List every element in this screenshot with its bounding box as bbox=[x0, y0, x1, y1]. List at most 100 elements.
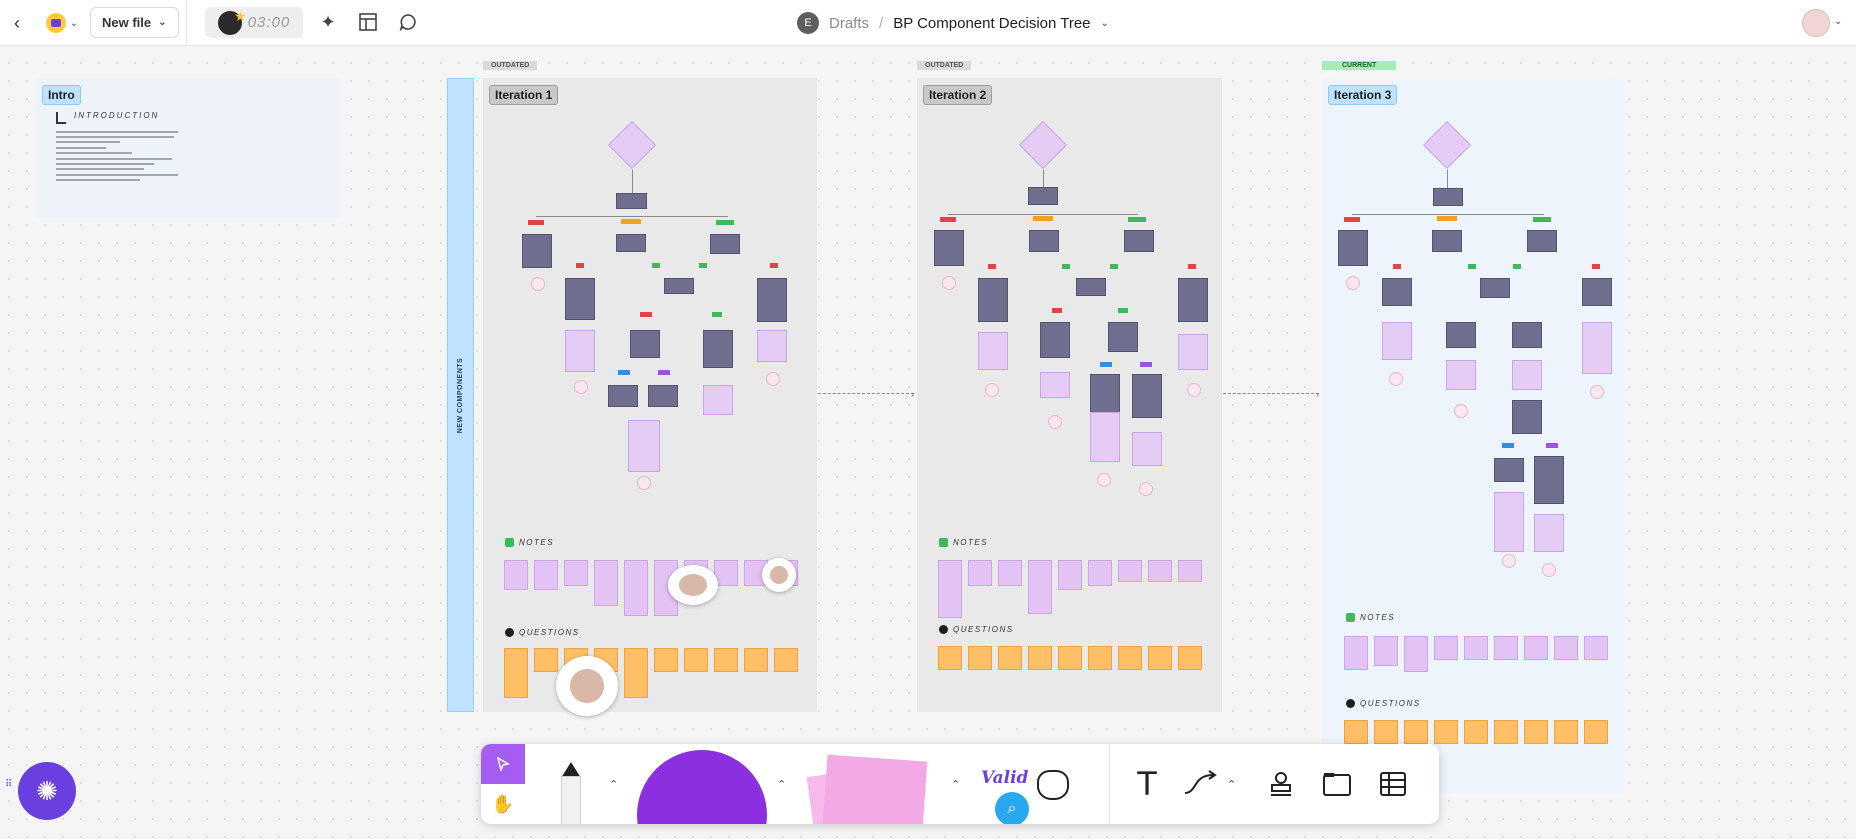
question-sticky[interactable] bbox=[504, 648, 528, 698]
table-tool-button[interactable] bbox=[1373, 764, 1413, 804]
iteration-1-label[interactable]: Iteration 1 bbox=[489, 85, 559, 105]
note-sticky[interactable] bbox=[504, 560, 528, 590]
user-avatar[interactable] bbox=[1802, 9, 1830, 37]
emoji-sticker[interactable] bbox=[985, 383, 999, 397]
hand-tool-button[interactable]: ✋ bbox=[491, 793, 515, 814]
section-tool-button[interactable] bbox=[1317, 764, 1357, 804]
tree-node[interactable] bbox=[1433, 188, 1463, 206]
outcome-node[interactable] bbox=[565, 330, 595, 372]
emoji-sticker[interactable] bbox=[531, 277, 545, 291]
question-sticky[interactable] bbox=[624, 648, 648, 698]
new-components-strip[interactable] bbox=[447, 78, 474, 712]
emoji-sticker[interactable] bbox=[1502, 554, 1516, 568]
tree-node[interactable] bbox=[1338, 230, 1368, 266]
question-sticky[interactable] bbox=[1058, 646, 1082, 670]
note-sticky[interactable] bbox=[1374, 636, 1398, 666]
question-sticky[interactable] bbox=[1584, 720, 1608, 744]
outcome-node[interactable] bbox=[1132, 432, 1162, 466]
tree-node[interactable] bbox=[1512, 322, 1542, 348]
tree-node[interactable] bbox=[616, 193, 647, 209]
question-sticky[interactable] bbox=[1404, 720, 1428, 744]
main-menu-button[interactable]: ⌄ bbox=[40, 8, 84, 38]
pen-tool-button[interactable] bbox=[551, 762, 591, 824]
question-sticky[interactable] bbox=[968, 646, 992, 670]
outcome-node[interactable] bbox=[1512, 360, 1542, 390]
iteration-3-frame[interactable] bbox=[1322, 78, 1624, 793]
new-file-button[interactable]: New file ⌄ bbox=[90, 7, 179, 38]
outcome-node[interactable] bbox=[1040, 372, 1070, 398]
note-sticky[interactable] bbox=[1088, 560, 1112, 586]
tree-node[interactable] bbox=[1090, 374, 1120, 418]
question-sticky[interactable] bbox=[1554, 720, 1578, 744]
chevron-up-icon[interactable]: ⌃ bbox=[609, 779, 619, 791]
iteration-3-label[interactable]: Iteration 3 bbox=[1328, 85, 1398, 105]
question-sticky[interactable] bbox=[1434, 720, 1458, 744]
note-sticky[interactable] bbox=[1028, 560, 1052, 614]
tree-node[interactable] bbox=[757, 278, 787, 322]
tree-node[interactable] bbox=[1028, 187, 1058, 205]
back-chevron-icon[interactable]: ‹ bbox=[14, 12, 20, 33]
tree-node[interactable] bbox=[1178, 278, 1208, 322]
note-sticky[interactable] bbox=[594, 560, 618, 606]
question-sticky[interactable] bbox=[998, 646, 1022, 670]
outcome-node[interactable] bbox=[757, 330, 787, 362]
emoji-sticker[interactable] bbox=[1454, 404, 1468, 418]
layout-template-icon[interactable] bbox=[355, 9, 381, 35]
connector-arrow[interactable] bbox=[818, 393, 914, 394]
outcome-node[interactable] bbox=[1582, 322, 1612, 374]
note-sticky[interactable] bbox=[1178, 560, 1202, 582]
workspace-avatar[interactable]: E bbox=[797, 12, 819, 34]
question-sticky[interactable] bbox=[1118, 646, 1142, 670]
note-sticky[interactable] bbox=[1464, 636, 1488, 660]
question-sticky[interactable] bbox=[1494, 720, 1518, 744]
outcome-node[interactable] bbox=[1446, 360, 1476, 390]
tree-node[interactable] bbox=[1446, 322, 1476, 348]
ai-assistant-button[interactable]: ✺ bbox=[18, 762, 76, 820]
tree-node[interactable] bbox=[1494, 458, 1524, 482]
note-sticky[interactable] bbox=[1404, 636, 1428, 672]
tree-node[interactable] bbox=[710, 234, 740, 254]
tree-node[interactable] bbox=[1432, 230, 1462, 252]
tree-node[interactable] bbox=[1527, 230, 1557, 252]
note-sticky[interactable] bbox=[1584, 636, 1608, 660]
emoji-sticker[interactable] bbox=[1048, 415, 1062, 429]
note-sticky[interactable] bbox=[938, 560, 962, 618]
note-sticky[interactable] bbox=[624, 560, 648, 616]
tree-node[interactable] bbox=[630, 330, 660, 358]
tree-node[interactable] bbox=[1124, 230, 1154, 252]
outcome-node[interactable] bbox=[1494, 492, 1524, 552]
tree-node[interactable] bbox=[1480, 278, 1510, 298]
question-sticky[interactable] bbox=[534, 648, 558, 672]
question-sticky[interactable] bbox=[1178, 646, 1202, 670]
emoji-sticker[interactable] bbox=[1139, 482, 1153, 496]
chevron-up-icon[interactable]: ⌃ bbox=[951, 779, 961, 791]
tree-node[interactable] bbox=[1534, 456, 1564, 504]
tree-node[interactable] bbox=[608, 385, 638, 407]
outcome-node[interactable] bbox=[1382, 322, 1412, 360]
stickers-button[interactable]: Valid ⌕ bbox=[981, 768, 1077, 824]
ai-sparkle-icon[interactable]: ✦ bbox=[320, 11, 336, 32]
note-sticky[interactable] bbox=[1494, 636, 1518, 660]
note-sticky[interactable] bbox=[1118, 560, 1142, 582]
connector-arrow[interactable] bbox=[1223, 393, 1319, 394]
question-sticky[interactable] bbox=[654, 648, 678, 672]
tree-node[interactable] bbox=[1382, 278, 1412, 306]
question-sticky[interactable] bbox=[744, 648, 768, 672]
emoji-sticker[interactable] bbox=[637, 476, 651, 490]
tree-node[interactable] bbox=[703, 330, 733, 368]
emoji-sticker[interactable] bbox=[1187, 383, 1201, 397]
emoji-sticker[interactable] bbox=[1542, 563, 1556, 577]
question-sticky[interactable] bbox=[1028, 646, 1052, 670]
iteration-2-label[interactable]: Iteration 2 bbox=[923, 85, 993, 105]
question-sticky[interactable] bbox=[1344, 720, 1368, 744]
note-sticky[interactable] bbox=[1554, 636, 1578, 660]
tree-node[interactable] bbox=[1029, 230, 1059, 252]
tree-node[interactable] bbox=[664, 278, 694, 294]
tree-node[interactable] bbox=[522, 234, 552, 268]
tree-node[interactable] bbox=[934, 230, 964, 266]
question-sticky[interactable] bbox=[1088, 646, 1112, 670]
question-sticky[interactable] bbox=[684, 648, 708, 672]
question-sticky[interactable] bbox=[1464, 720, 1488, 744]
file-title[interactable]: BP Component Decision Tree bbox=[893, 14, 1091, 32]
question-sticky[interactable] bbox=[1374, 720, 1398, 744]
